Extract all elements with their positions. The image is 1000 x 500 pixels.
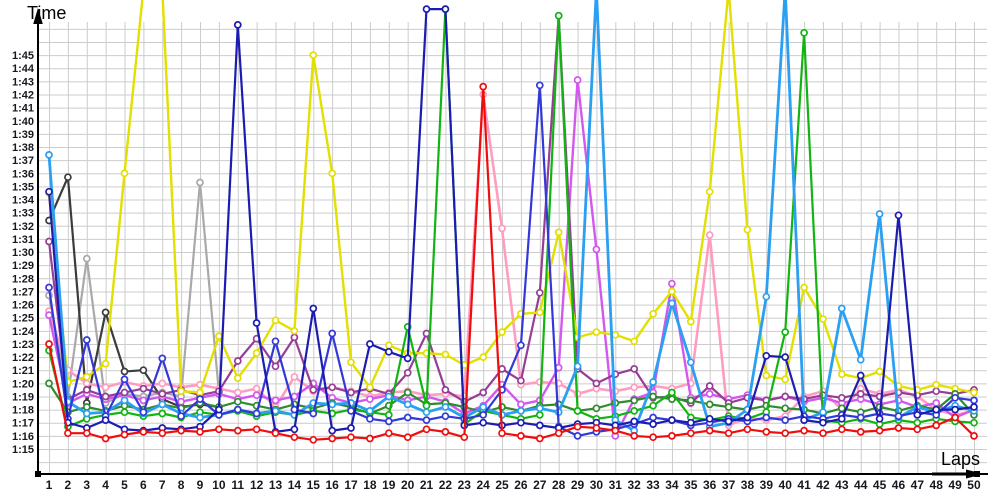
svg-text:13: 13 (269, 478, 283, 492)
series-blue (45, 81, 978, 440)
svg-text:33: 33 (646, 478, 660, 492)
svg-text:1:22: 1:22 (12, 352, 34, 364)
svg-text:1:16: 1:16 (12, 431, 34, 443)
svg-text:7: 7 (159, 478, 166, 492)
svg-text:36: 36 (703, 478, 717, 492)
svg-text:15: 15 (307, 478, 321, 492)
svg-text:1:21: 1:21 (12, 365, 34, 377)
svg-text:1:25: 1:25 (12, 313, 34, 325)
svg-text:1:32: 1:32 (12, 221, 34, 233)
svg-text:50: 50 (967, 478, 981, 492)
y-tick-labels: 1:151:161:171:18 1:191:201:211:221:231:24… (12, 50, 35, 456)
x-axis-title: Laps (941, 449, 981, 469)
y-axis-title: Time (27, 3, 67, 23)
svg-text:1:19: 1:19 (12, 391, 34, 403)
svg-text:1:41: 1:41 (12, 103, 34, 115)
svg-text:41: 41 (797, 478, 811, 492)
svg-text:1: 1 (46, 478, 53, 492)
svg-text:44: 44 (854, 478, 868, 492)
svg-text:22: 22 (439, 478, 453, 492)
svg-text:8: 8 (178, 478, 185, 492)
svg-text:1:23: 1:23 (12, 339, 34, 351)
svg-text:1:30: 1:30 (12, 247, 34, 259)
svg-text:30: 30 (590, 478, 604, 492)
svg-text:28: 28 (552, 478, 566, 492)
svg-text:1:18: 1:18 (12, 405, 34, 417)
svg-text:1:20: 1:20 (12, 378, 34, 390)
svg-text:1:28: 1:28 (12, 273, 34, 285)
svg-text:1:44: 1:44 (12, 63, 35, 75)
svg-text:4: 4 (102, 478, 109, 492)
svg-text:37: 37 (722, 478, 736, 492)
svg-text:1:36: 1:36 (12, 168, 34, 180)
svg-text:39: 39 (760, 478, 774, 492)
svg-text:48: 48 (930, 478, 944, 492)
svg-text:18: 18 (363, 478, 377, 492)
svg-text:45: 45 (873, 478, 887, 492)
svg-text:5: 5 (121, 478, 128, 492)
series-red (45, 82, 978, 444)
svg-text:17: 17 (344, 478, 358, 492)
svg-text:11: 11 (231, 478, 244, 492)
svg-text:47: 47 (911, 478, 925, 492)
svg-text:42: 42 (816, 478, 830, 492)
svg-text:1:35: 1:35 (12, 181, 34, 193)
svg-text:19: 19 (382, 478, 396, 492)
svg-text:10: 10 (212, 478, 226, 492)
svg-text:6: 6 (140, 478, 147, 492)
svg-text:49: 49 (948, 478, 962, 492)
svg-text:38: 38 (741, 478, 755, 492)
svg-text:2: 2 (65, 478, 72, 492)
svg-text:31: 31 (609, 478, 623, 492)
svg-text:1:45: 1:45 (12, 50, 34, 62)
svg-text:16: 16 (325, 478, 339, 492)
svg-text:29: 29 (571, 478, 585, 492)
svg-text:40: 40 (779, 478, 793, 492)
svg-text:27: 27 (533, 478, 547, 492)
svg-text:1:39: 1:39 (12, 129, 34, 141)
svg-text:14: 14 (288, 478, 302, 492)
svg-text:1:38: 1:38 (12, 142, 34, 154)
svg-text:1:27: 1:27 (12, 286, 34, 298)
svg-text:1:33: 1:33 (12, 208, 34, 220)
origin-handle (35, 471, 41, 477)
svg-text:32: 32 (628, 478, 642, 492)
svg-text:34: 34 (665, 478, 679, 492)
svg-text:12: 12 (250, 478, 264, 492)
svg-text:1:15: 1:15 (12, 444, 34, 456)
svg-text:1:26: 1:26 (12, 300, 34, 312)
y-axis-arrow-icon (33, 8, 43, 24)
svg-text:1:29: 1:29 (12, 260, 34, 272)
svg-text:9: 9 (197, 478, 204, 492)
svg-text:1:40: 1:40 (12, 116, 34, 128)
svg-text:1:42: 1:42 (12, 89, 34, 101)
svg-text:1:34: 1:34 (12, 195, 35, 207)
svg-text:46: 46 (892, 478, 906, 492)
svg-text:1:31: 1:31 (12, 234, 34, 246)
svg-text:23: 23 (458, 478, 472, 492)
svg-text:26: 26 (514, 478, 528, 492)
svg-text:25: 25 (495, 478, 509, 492)
axes (33, 8, 988, 479)
svg-text:3: 3 (83, 478, 90, 492)
svg-text:21: 21 (420, 478, 434, 492)
svg-text:43: 43 (835, 478, 849, 492)
svg-text:35: 35 (684, 478, 698, 492)
svg-text:1:24: 1:24 (12, 326, 35, 338)
series-magenta (45, 76, 978, 440)
svg-text:20: 20 (401, 478, 415, 492)
series-pink (45, 90, 978, 430)
series-yellow (45, 0, 978, 397)
x-tick-labels: 1 2 3 4 5 6 7 8 9 10 11 12 13 14 15 16 17 18 19 20 21 22 23 24 2… (46, 478, 981, 492)
svg-text:1:37: 1:37 (12, 155, 34, 167)
svg-text:1:43: 1:43 (12, 76, 34, 88)
svg-text:1:17: 1:17 (12, 418, 34, 430)
svg-text:24: 24 (476, 478, 490, 492)
